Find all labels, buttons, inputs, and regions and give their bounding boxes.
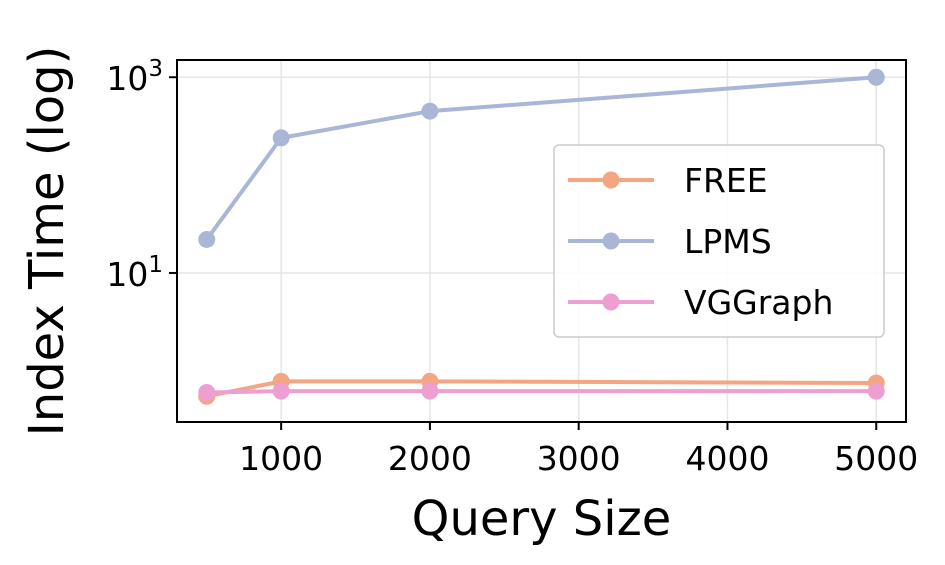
y-tick-exponent: 1: [148, 252, 163, 278]
y-tick-label: 103: [106, 56, 163, 98]
legend: FREE LPMS VGGraph: [553, 144, 885, 338]
series-point-lpms: [867, 68, 885, 86]
x-axis-ticks: 1000 2000 3000 4000 5000: [239, 422, 918, 478]
series-point-vggraph: [198, 384, 216, 402]
series-point-vggraph: [867, 382, 885, 400]
legend-label-free: FREE: [684, 161, 768, 200]
x-tick-label: 5000: [834, 439, 918, 478]
x-tick-label: 3000: [537, 439, 621, 478]
y-tick-base: 10: [106, 255, 148, 294]
legend-marker-vggraph: [602, 293, 620, 311]
series-line-vggraph: [204, 389, 879, 395]
y-axis-label: Index Time (log): [19, 46, 75, 437]
series-point-vggraph: [421, 382, 439, 400]
plot-frame: [176, 59, 907, 423]
series-point-lpms: [421, 102, 439, 120]
legend-marker-lpms: [602, 232, 620, 250]
legend-box: [553, 144, 885, 338]
legend-label-vggraph: VGGraph: [684, 283, 833, 322]
series-point-lpms: [272, 129, 290, 147]
legend-label-lpms: LPMS: [684, 222, 772, 261]
y-tick-base: 10: [106, 59, 148, 98]
x-tick-label: 4000: [685, 439, 769, 478]
series-point-vggraph: [272, 382, 290, 400]
series-layer: [198, 68, 885, 405]
y-tick-exponent: 3: [148, 56, 163, 82]
series-line-lpms: [204, 75, 879, 242]
series-point-lpms: [198, 230, 216, 248]
y-tick-label: 101: [106, 252, 163, 294]
x-axis-label: Query Size: [412, 491, 672, 547]
x-tick-label: 2000: [388, 439, 472, 478]
x-tick-label: 1000: [239, 439, 323, 478]
series-line-free: [204, 379, 879, 399]
legend-marker-free: [602, 171, 620, 189]
